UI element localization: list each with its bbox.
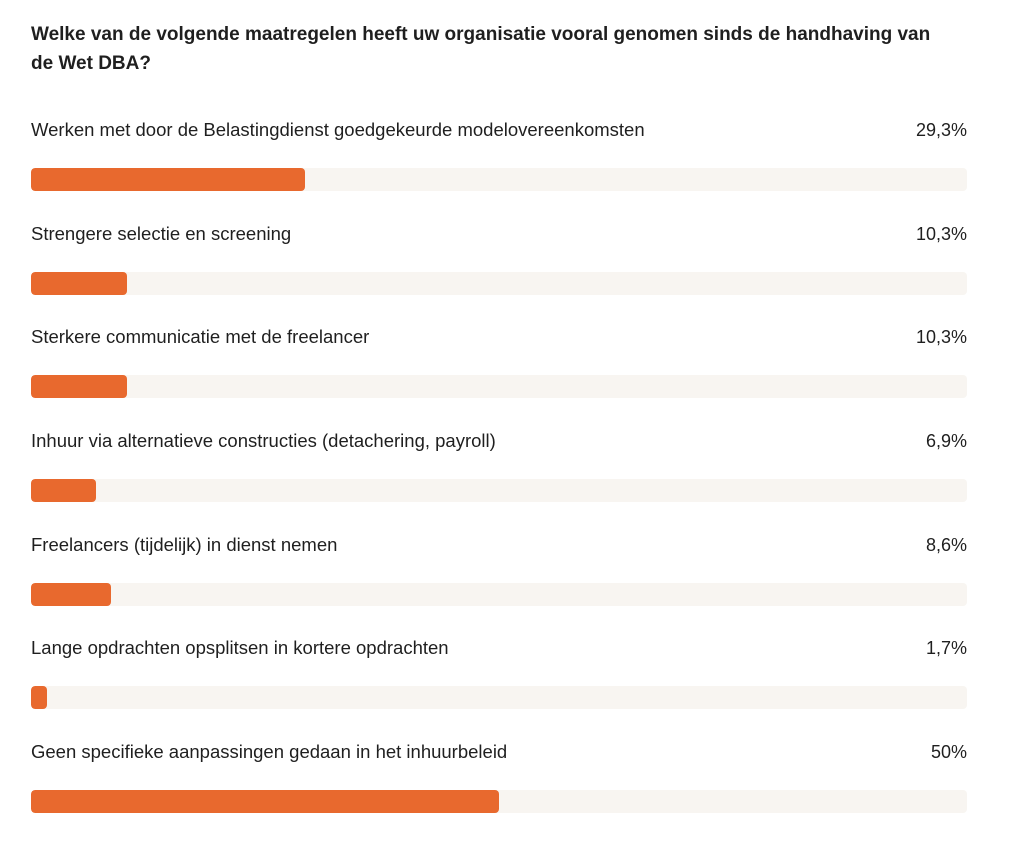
poll-question: Welke van de volgende maatregelen heeft … — [31, 24, 931, 74]
poll-option: Strengere selectie en screening 10,3% — [31, 218, 967, 322]
option-percentage: 10,3% — [915, 223, 967, 244]
option-percentage: 10,3% — [915, 327, 967, 348]
option-label: Geen specifieke aanpassingen gedaan in h… — [31, 741, 508, 763]
bar-fill — [31, 582, 112, 606]
poll-option: Geen specifieke aanpassingen gedaan in h… — [31, 736, 967, 840]
option-percentage: 8,6% — [925, 534, 967, 555]
poll-option: Lange opdrachten opsplitsen in kortere o… — [31, 632, 967, 736]
bar-fill — [31, 790, 499, 814]
option-label: Inhuur via alternatieve constructies (de… — [31, 430, 496, 452]
poll-option: Freelancers (tijdelijk) in dienst nemen 8… — [31, 529, 967, 633]
poll-option: Sterkere communicatie met de freelancer 1… — [31, 321, 967, 425]
bar-track — [31, 686, 967, 710]
poll-results: Werken met door de Belastingdienst goedg… — [31, 114, 967, 840]
option-label: Sterkere communicatie met de freelancer — [31, 326, 370, 348]
poll-option: Werken met door de Belastingdienst goedg… — [31, 114, 967, 218]
bar-track — [31, 168, 967, 191]
option-label: Werken met door de Belastingdienst goedg… — [31, 119, 645, 140]
bar-track — [31, 582, 967, 606]
option-label: Lange opdrachten opsplitsen in kortere o… — [31, 637, 449, 659]
option-percentage: 6,9% — [925, 431, 967, 452]
option-label: Freelancers (tijdelijk) in dienst nemen — [31, 533, 338, 555]
bar-fill — [31, 271, 128, 295]
poll-option: Inhuur via alternatieve constructies (de… — [31, 425, 967, 529]
option-percentage: 50% — [930, 742, 967, 763]
option-label: Strengere selectie en screening — [31, 222, 292, 244]
bar-fill — [31, 168, 306, 191]
bar-track — [31, 375, 967, 399]
bar-track — [31, 271, 967, 295]
option-percentage: 29,3% — [915, 120, 967, 140]
bar-track — [31, 790, 967, 814]
bar-fill — [31, 479, 96, 503]
bar-track — [31, 479, 967, 503]
bar-fill — [31, 375, 128, 399]
bar-fill — [31, 686, 47, 710]
option-percentage: 1,7% — [925, 638, 967, 659]
